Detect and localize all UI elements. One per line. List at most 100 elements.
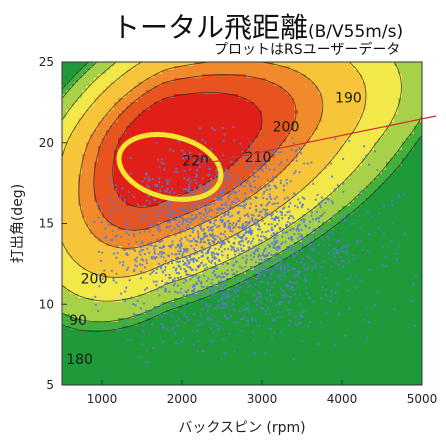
scatter-point [192, 290, 195, 293]
scatter-point [135, 256, 139, 259]
scatter-point [235, 161, 239, 165]
scatter-point [197, 232, 200, 235]
scatter-point [109, 174, 113, 178]
scatter-point [180, 213, 183, 216]
scatter-point [274, 261, 278, 264]
scatter-point [271, 286, 274, 289]
scatter-point [99, 259, 103, 262]
scatter-point [410, 299, 413, 302]
scatter-point [262, 266, 265, 269]
scatter-point [276, 267, 279, 270]
scatter-point [204, 263, 207, 266]
scatter-point [110, 213, 113, 216]
scatter-point [244, 231, 247, 235]
scatter-point [282, 184, 286, 187]
scatter-point [239, 179, 243, 183]
scatter-point [140, 240, 144, 243]
scatter-point [233, 350, 236, 353]
scatter-point [264, 309, 267, 313]
scatter-point [213, 274, 217, 277]
scatter-point [266, 259, 269, 262]
scatter-point [293, 232, 296, 236]
scatter-point [181, 260, 185, 263]
scatter-point [227, 198, 231, 201]
scatter-point [160, 252, 163, 255]
scatter-point [216, 212, 219, 215]
scatter-point [177, 215, 180, 218]
scatter-point [261, 162, 264, 165]
scatter-point [347, 289, 350, 292]
scatter-point [115, 187, 118, 191]
scatter-point [317, 220, 321, 223]
scatter-point [177, 271, 180, 275]
contour-line [62, 62, 422, 332]
scatter-point [224, 302, 227, 305]
scatter-point [303, 278, 307, 281]
scatter-point [274, 241, 278, 244]
scatter-point [195, 243, 198, 247]
scatter-point [143, 288, 147, 291]
scatter-point [141, 342, 144, 346]
scatter-point [297, 232, 300, 236]
scatter-point [158, 294, 161, 297]
scatter-point [258, 269, 261, 272]
scatter-point [201, 237, 204, 241]
scatter-point [287, 301, 290, 305]
scatter-point [268, 195, 272, 199]
scatter-point [240, 184, 243, 187]
scatter-point [195, 169, 198, 172]
scatter-point [261, 231, 264, 234]
scatter-point [251, 219, 254, 222]
scatter-point [258, 228, 262, 231]
scatter-point [306, 255, 309, 258]
scatter-point [214, 323, 218, 326]
scatter-point [200, 183, 203, 186]
scatter-point [249, 202, 253, 206]
scatter-point [244, 250, 247, 253]
scatter-point [347, 307, 351, 310]
scatter-point [214, 237, 217, 241]
scatter-point [261, 262, 264, 265]
scatter-point [203, 274, 206, 277]
scatter-point [202, 264, 205, 267]
scatter-point [231, 230, 234, 233]
scatter-point [355, 240, 359, 243]
scatter-point [204, 184, 207, 188]
scatter-point [256, 276, 259, 279]
scatter-point [366, 336, 369, 339]
scatter-point [147, 176, 150, 179]
scatter-point [258, 300, 262, 303]
scatter-point [134, 264, 137, 267]
scatter-point [192, 194, 196, 197]
scatter-point [123, 249, 126, 252]
scatter-point [166, 312, 169, 315]
scatter-point [182, 206, 186, 209]
scatter-point [169, 276, 172, 279]
scatter-point [229, 160, 232, 164]
scatter-point [183, 255, 186, 259]
scatter-point [206, 157, 209, 160]
scatter-point [185, 249, 188, 252]
scatter-point [212, 236, 215, 239]
scatter-point [269, 327, 272, 330]
scatter-point [391, 204, 394, 207]
scatter-point [197, 324, 200, 327]
scatter-point [283, 268, 286, 271]
scatter-point [160, 264, 164, 267]
scatter-point [142, 248, 145, 252]
scatter-point [367, 163, 371, 166]
scatter-point [277, 216, 280, 219]
scatter-point [155, 255, 158, 259]
scatter-point [206, 250, 210, 254]
scatter-point [151, 346, 155, 350]
scatter-point [173, 277, 176, 280]
scatter-point [187, 265, 190, 268]
scatter-point [244, 157, 247, 160]
scatter-point [250, 213, 253, 216]
scatter-point [214, 224, 217, 227]
scatter-point [270, 217, 274, 220]
scatter-point [129, 156, 132, 160]
scatter-point [258, 210, 262, 214]
scatter-point [310, 161, 313, 164]
scatter-point [300, 249, 304, 252]
